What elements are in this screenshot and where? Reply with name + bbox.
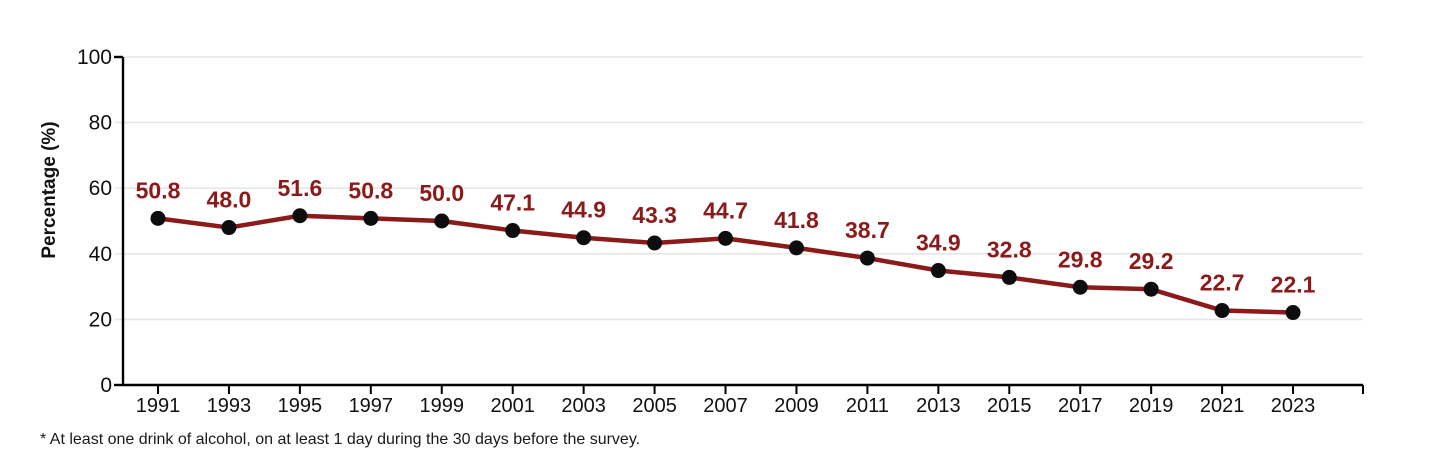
data-point: [434, 213, 450, 229]
y-tick-label: 100: [77, 46, 112, 69]
x-tick-label: 1991: [136, 395, 181, 417]
footnote: * At least one drink of alcohol, on at l…: [40, 431, 641, 448]
data-point-label: 50.0: [419, 180, 464, 206]
data-point: [363, 210, 379, 226]
x-tick-label: 2011: [846, 395, 889, 417]
data-point: [292, 208, 308, 224]
data-point: [930, 263, 946, 279]
x-tick-label: 1995: [278, 395, 323, 417]
data-point: [150, 210, 166, 226]
x-tick-label: 2005: [632, 395, 677, 417]
x-tick-label: 2023: [1271, 395, 1316, 417]
data-point: [1001, 269, 1017, 285]
x-tick-label: 2007: [703, 395, 748, 417]
data-point: [859, 250, 875, 266]
data-line: [155, 213, 1296, 315]
data-point-label: 50.8: [348, 177, 393, 203]
data-point-label: 44.7: [703, 197, 748, 223]
data-point-label: 34.9: [916, 230, 961, 256]
data-point-label: 51.6: [277, 175, 322, 201]
y-tick-label: 20: [89, 308, 112, 331]
x-tick-label: 2001: [490, 395, 535, 417]
data-point-label: 44.9: [561, 197, 606, 223]
y-tick-label: 0: [100, 374, 112, 397]
x-tick-label: 2003: [561, 395, 606, 417]
y-tick-label: 60: [89, 177, 112, 200]
data-point: [1072, 279, 1088, 295]
data-point-label: 22.1: [1271, 272, 1316, 298]
data-point: [576, 230, 592, 246]
x-tick-label: 1997: [349, 395, 394, 417]
x-tick-label: 1999: [420, 395, 465, 417]
data-point-label: 22.7: [1200, 270, 1245, 296]
data-point-label: 43.3: [632, 202, 677, 228]
data-point-label: 29.2: [1129, 248, 1174, 274]
data-point-label: 48.0: [207, 187, 252, 213]
data-point: [1143, 281, 1159, 297]
data-point: [647, 235, 663, 251]
x-tick-label: 2017: [1058, 395, 1103, 417]
data-point-label: 38.7: [845, 217, 890, 243]
data-point: [221, 220, 237, 236]
data-point-label: 29.8: [1058, 246, 1103, 272]
x-tick-label: 2019: [1129, 395, 1174, 417]
y-axis-title: Percentage (%): [39, 121, 60, 259]
data-point: [505, 223, 521, 239]
x-tick-label: 1993: [207, 395, 252, 417]
data-point-label: 32.8: [987, 236, 1032, 262]
y-tick-label: 40: [89, 243, 112, 266]
data-point-label: 47.1: [490, 190, 535, 216]
data-point-label: 41.8: [774, 207, 819, 233]
x-tick-label: 2013: [916, 395, 961, 417]
x-tick-label: 2021: [1200, 395, 1245, 417]
y-tick-label: 80: [89, 112, 112, 135]
data-point-label: 50.8: [136, 177, 181, 203]
x-tick-label: 2015: [987, 395, 1032, 417]
x-tick-label: 2009: [774, 395, 819, 417]
data-point: [1285, 305, 1301, 321]
data-point: [718, 230, 734, 246]
data-point: [1214, 303, 1230, 319]
data-point: [788, 240, 804, 256]
